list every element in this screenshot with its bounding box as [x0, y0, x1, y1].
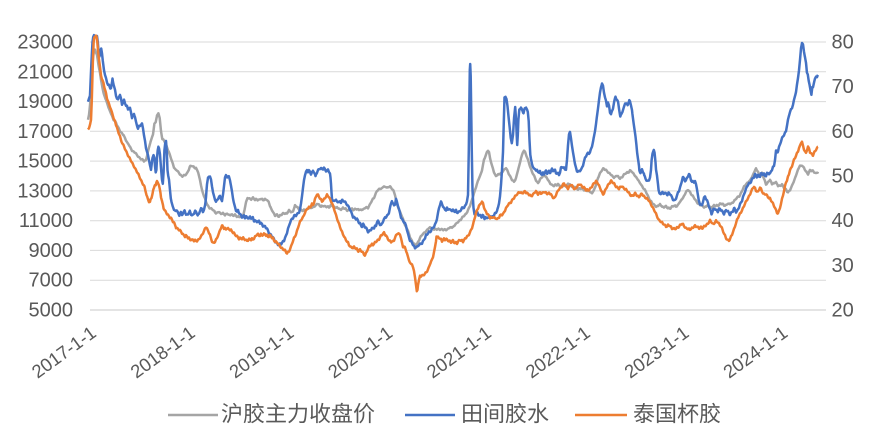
svg-text:50: 50	[832, 166, 854, 188]
svg-text:30: 30	[832, 255, 854, 277]
svg-text:80: 80	[832, 32, 854, 54]
svg-text:15000: 15000	[17, 151, 73, 173]
svg-text:60: 60	[832, 121, 854, 143]
svg-text:13000: 13000	[17, 180, 73, 202]
svg-text:40: 40	[832, 210, 854, 232]
svg-text:23000: 23000	[17, 32, 73, 54]
svg-text:5000: 5000	[29, 300, 74, 322]
svg-text:21000: 21000	[17, 61, 73, 83]
svg-text:19000: 19000	[17, 91, 73, 113]
svg-text:9000: 9000	[29, 240, 74, 262]
svg-text:20: 20	[832, 300, 854, 322]
svg-text:11000: 11000	[19, 210, 73, 232]
svg-text:17000: 17000	[17, 121, 73, 143]
svg-text:7000: 7000	[29, 270, 74, 292]
svg-text:70: 70	[832, 76, 854, 98]
